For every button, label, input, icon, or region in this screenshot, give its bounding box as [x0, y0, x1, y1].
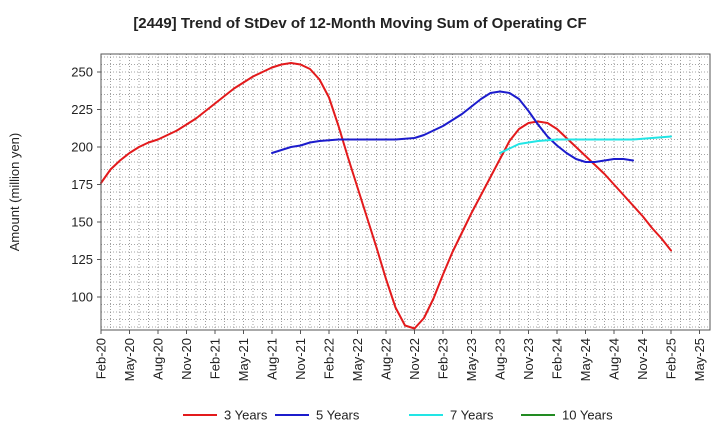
x-tick-label: Aug-24 — [607, 338, 622, 380]
x-tick-label: May-24 — [578, 338, 593, 381]
x-tick-label: Feb-21 — [208, 338, 223, 379]
x-axis-ticks: Feb-20 May-20 Aug-20 Nov-20 Feb-21 May-21 Aug-… — [94, 330, 707, 381]
plot-border — [100, 53, 711, 331]
x-tick-label: Feb-20 — [94, 338, 109, 379]
series-line-3-years — [100, 62, 672, 330]
x-tick-label: Aug-21 — [265, 338, 280, 380]
x-tick-label: Nov-24 — [635, 338, 650, 380]
legend-label: 3 Years — [224, 408, 268, 423]
x-tick-label: Nov-21 — [293, 338, 308, 380]
x-tick-label: May-23 — [464, 338, 479, 381]
y-tick-label: 175 — [71, 177, 93, 192]
x-tick-label: Feb-24 — [550, 338, 565, 379]
x-tick-label: Feb-22 — [322, 338, 337, 379]
y-axis-title: Amount (million yen) — [7, 133, 22, 252]
legend-label: 10 Years — [562, 408, 613, 423]
x-tick-label: Feb-25 — [664, 338, 679, 379]
legend-label: 5 Years — [316, 408, 360, 423]
y-axis-ticks: 100 125 150 175 200 225 250 — [71, 65, 101, 305]
x-tick-label: May-20 — [122, 338, 137, 381]
x-tick-label: May-22 — [350, 338, 365, 381]
y-tick-label: 100 — [71, 290, 93, 305]
y-tick-label: 200 — [71, 140, 93, 155]
x-tick-label: May-25 — [692, 338, 707, 381]
series-line-7-years — [499, 135, 672, 154]
x-tick-label: Nov-22 — [407, 338, 422, 380]
x-tick-label: Nov-23 — [521, 338, 536, 380]
plot-area — [100, 53, 711, 331]
x-tick-label: Aug-22 — [379, 338, 394, 380]
x-tick-label: Nov-20 — [179, 338, 194, 380]
legend-label: 7 Years — [450, 408, 494, 423]
y-tick-label: 250 — [71, 65, 93, 80]
series-layer — [100, 62, 672, 330]
x-tick-label: Aug-20 — [151, 338, 166, 380]
legend: 3 Years 5 Years 7 Years 10 Years — [183, 408, 613, 423]
x-tick-label: Aug-23 — [493, 338, 508, 380]
series-line-5-years — [271, 90, 634, 163]
chart-title: [2449] Trend of StDev of 12-Month Moving… — [133, 15, 586, 32]
y-tick-label: 125 — [71, 252, 93, 267]
x-tick-label: May-21 — [236, 338, 251, 381]
y-tick-label: 150 — [71, 215, 93, 230]
x-tick-label: Feb-23 — [436, 338, 451, 379]
y-tick-label: 225 — [71, 102, 93, 117]
